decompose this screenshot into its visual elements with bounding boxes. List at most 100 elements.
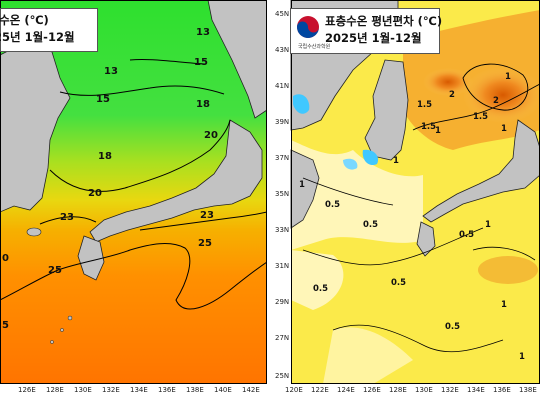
map-frame bbox=[0, 0, 267, 384]
y-tick-label: 35N bbox=[275, 190, 290, 198]
land-kyushu bbox=[416, 221, 436, 257]
contour-label: 0.5 bbox=[363, 220, 379, 230]
sst-map-panel: 13 15 13 15 18 18 20 20 23 23 25 25 0 5 … bbox=[0, 0, 267, 400]
contour-label: 20 bbox=[88, 188, 102, 199]
sst-map bbox=[0, 0, 267, 384]
anomaly-contour-2 bbox=[462, 63, 529, 111]
y-tick-label: 33N bbox=[275, 226, 290, 234]
anomaly-low-zone bbox=[323, 327, 413, 384]
contour-label: 0 bbox=[2, 253, 9, 264]
x-tick-label: 138E bbox=[186, 386, 204, 394]
map-title-box: 표층수온 (℃) 2025년 1월-12월 bbox=[0, 8, 98, 52]
x-tick-label: 132E bbox=[441, 386, 459, 394]
contour-label: 0.5 bbox=[459, 230, 475, 240]
anomaly-low-zone bbox=[291, 250, 344, 310]
anomaly-warm-patch bbox=[478, 256, 538, 284]
institute-logo: 국립수산과학원 bbox=[295, 14, 330, 50]
isotherm-23a bbox=[39, 216, 97, 225]
anomaly-negative bbox=[343, 158, 358, 170]
isotherm-25 bbox=[0, 243, 267, 310]
land-japan bbox=[422, 119, 540, 223]
contour-label: 25 bbox=[198, 238, 212, 249]
y-tick-label: 45N bbox=[275, 10, 290, 18]
contour-label: 1 bbox=[299, 180, 305, 190]
contour-label: 1 bbox=[435, 126, 441, 136]
sst-anomaly-map bbox=[290, 0, 540, 384]
contour-label: 1 bbox=[501, 300, 507, 310]
contour-label: 0.5 bbox=[391, 278, 407, 288]
land-korea bbox=[364, 59, 409, 161]
contour-label: 2 bbox=[493, 96, 499, 106]
contour-label: 0.5 bbox=[445, 322, 461, 332]
contour-label: 1.5 bbox=[473, 112, 489, 122]
contour-label: 1 bbox=[485, 220, 491, 230]
x-tick-label: 122E bbox=[311, 386, 329, 394]
contour-label: 18 bbox=[196, 99, 210, 110]
contour-label: 13 bbox=[104, 66, 118, 77]
x-tick-label: 130E bbox=[415, 386, 433, 394]
y-tick-label: 37N bbox=[275, 154, 290, 162]
map-period: 2025년 1월-12월 bbox=[0, 30, 75, 44]
y-tick-label: 29N bbox=[275, 298, 290, 306]
land-jeju bbox=[26, 227, 42, 237]
isotherm-15 bbox=[59, 85, 225, 96]
sst-anomaly-map-panel: 45N 43N 41N 39N 37N 35N 33N 31N 29N 27N … bbox=[273, 0, 540, 400]
contour-label: 0.5 bbox=[325, 200, 341, 210]
land-japan bbox=[89, 119, 263, 243]
contour-label: 1.5 bbox=[421, 122, 437, 132]
x-tick-label: 142E bbox=[242, 386, 260, 394]
contour-label: 1 bbox=[501, 124, 507, 134]
anomaly-negative bbox=[293, 94, 310, 114]
contour-label: 1 bbox=[393, 156, 399, 166]
contour-label: 1.5 bbox=[417, 100, 433, 110]
map-title-box: 국립수산과학원 표층수온 평년편차 (℃) 2025년 1월-12월 bbox=[290, 8, 443, 54]
anomaly-negative bbox=[362, 149, 379, 166]
map-title: 표층수온 평년편차 (℃) bbox=[325, 14, 443, 28]
island bbox=[67, 315, 73, 321]
contour-label: 15 bbox=[96, 94, 110, 105]
x-tick-label: 136E bbox=[158, 386, 176, 394]
contour-label: 0.5 bbox=[313, 284, 329, 294]
contour-label: 2 bbox=[449, 90, 455, 100]
x-tick-label: 128E bbox=[46, 386, 64, 394]
island bbox=[50, 340, 54, 344]
anomaly-contour-05 bbox=[332, 324, 504, 353]
y-tick-label: 41N bbox=[275, 82, 290, 90]
anomaly-low-zone bbox=[291, 140, 423, 250]
contour-label: 1 bbox=[505, 72, 511, 82]
contour-label: 23 bbox=[200, 210, 214, 221]
x-tick-label: 120E bbox=[285, 386, 303, 394]
y-tick-label: 39N bbox=[275, 118, 290, 126]
x-tick-label: 134E bbox=[130, 386, 148, 394]
isotherm-13 bbox=[129, 58, 206, 65]
land-korea bbox=[0, 39, 71, 213]
contour-label: 20 bbox=[204, 130, 218, 141]
x-tick-label: 136E bbox=[493, 386, 511, 394]
x-tick-label: 126E bbox=[363, 386, 381, 394]
x-tick-label: 124E bbox=[337, 386, 355, 394]
x-tick-label: 130E bbox=[74, 386, 92, 394]
land-kyushu bbox=[77, 235, 105, 281]
taegeuk-icon bbox=[297, 16, 319, 38]
contour-label: 1 bbox=[519, 352, 525, 362]
y-tick-label: 27N bbox=[275, 334, 290, 342]
contour-label: 15 bbox=[194, 57, 208, 68]
institute-name: 국립수산과학원 bbox=[298, 44, 331, 50]
land-north bbox=[207, 0, 267, 119]
contour-label: 5 bbox=[2, 320, 9, 331]
anomaly-contour-05 bbox=[302, 227, 484, 266]
x-tick-label: 126E bbox=[18, 386, 36, 394]
island bbox=[60, 328, 64, 332]
contour-label: 23 bbox=[60, 212, 74, 223]
x-tick-label: 140E bbox=[214, 386, 232, 394]
y-tick-label: 31N bbox=[275, 262, 290, 270]
y-tick-label: 43N bbox=[275, 46, 290, 54]
isotherm-20 bbox=[49, 119, 231, 192]
contour-label: 25 bbox=[48, 265, 62, 276]
x-tick-label: 132E bbox=[102, 386, 120, 394]
x-tick-label: 134E bbox=[467, 386, 485, 394]
x-tick-label: 128E bbox=[389, 386, 407, 394]
anomaly-contour-05 bbox=[302, 177, 394, 206]
anomaly-hot-spot bbox=[423, 68, 473, 96]
map-period: 2025년 1월-12월 bbox=[325, 31, 422, 45]
